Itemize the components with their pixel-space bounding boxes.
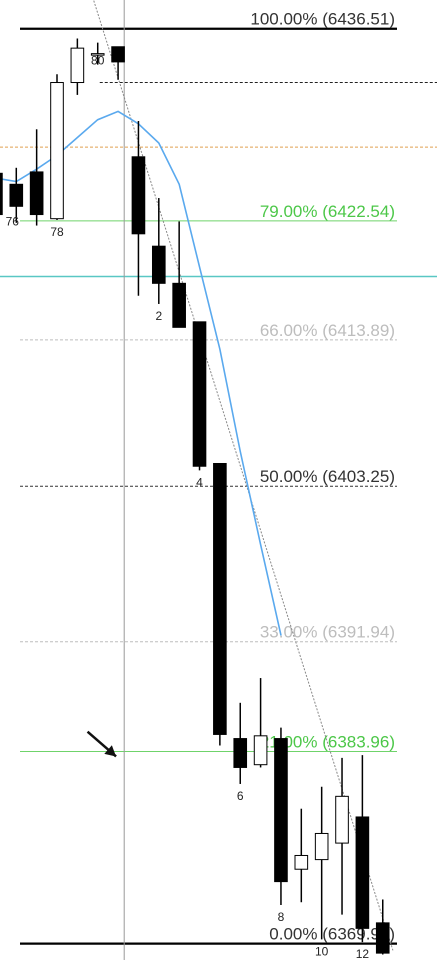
candle-body [9,183,24,207]
candle-body [111,46,125,63]
candle-body [253,735,268,766]
candle-body [233,738,248,768]
bar-index-label: 2 [155,309,162,323]
bar-index-label: 12 [356,947,370,960]
bar-index-labels: 78 80 2 4 6 8 10 12 76 [6,54,370,960]
bar-index-label: 8 [278,910,285,924]
bar-index-label: 78 [50,225,64,239]
fibonacci-levels: 100.00% (6436.51) 79.00% (6422.54) 66.00% … [20,10,397,945]
fib-level-label: 79.00% (6422.54) [260,202,395,221]
candle-body [375,922,390,954]
candle-body [192,321,207,467]
arrow-annotation [86,730,117,758]
bar-index-label: 76 [6,215,20,229]
fib-level-label: 100.00% (6436.51) [250,10,395,29]
candle-body [294,854,309,870]
candle-body [151,245,166,284]
candle-body [274,738,288,883]
bar-index-label: 10 [315,944,329,958]
horizontal-lines [0,82,437,278]
candle-body [213,462,227,735]
candlesticks [0,38,390,955]
fib-level-label: 33.00% (6391.94) [260,623,395,642]
candle-body [335,795,349,844]
candle-body [355,816,370,929]
candle-body [314,832,329,861]
candle-body [29,171,44,216]
bar-index-label: 80 [91,54,105,68]
candle-body [0,172,3,216]
fib-level-label: 50.00% (6403.25) [260,467,395,486]
arrow-head [104,745,117,757]
candle-body [90,53,105,56]
candle-body [70,47,85,84]
fib-level-label: 66.00% (6413.89) [260,321,395,340]
candle-body [172,282,186,328]
candle-body [131,156,146,235]
candle-body [50,82,64,220]
bar-index-label: 4 [196,475,203,489]
fib-level-label: 0.00% (6369.99) [269,925,395,944]
bar-index-label: 6 [237,789,244,803]
